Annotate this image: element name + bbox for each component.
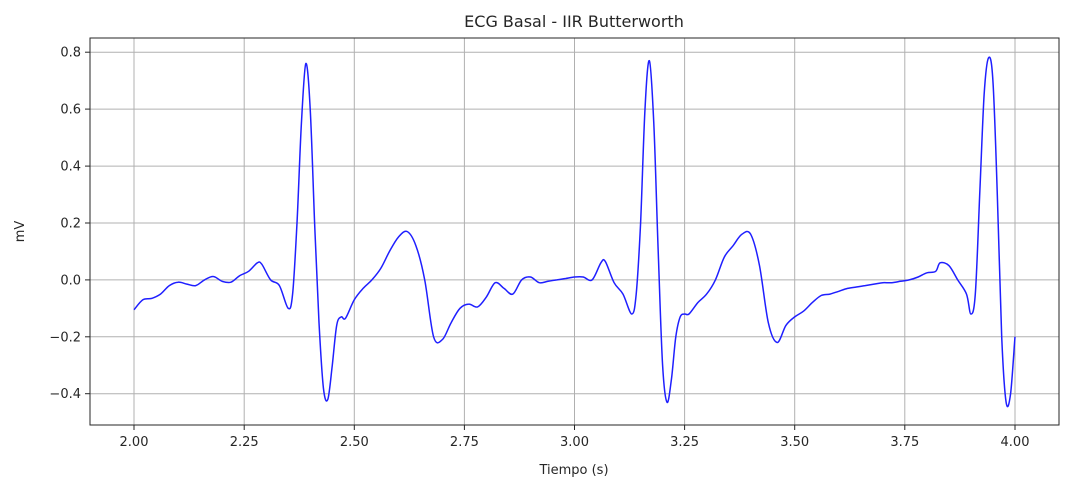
tick-layer: 2.00 2.25 2.50 2.75 3.00 3.25 3.50 3.75 4.00 −0.4…	[49, 46, 1029, 450]
y-tick-label: 0.8	[60, 46, 81, 61]
x-tick-label: 3.75	[890, 435, 919, 450]
y-tick-label: 0.6	[60, 103, 81, 118]
x-tick-label: 2.00	[120, 435, 149, 450]
x-tick-label: 2.25	[230, 435, 259, 450]
x-tick-label: 4.00	[1001, 435, 1030, 450]
x-tick-label: 3.25	[670, 435, 699, 450]
y-tick-label: 0.0	[60, 273, 81, 288]
x-tick-label: 2.75	[450, 435, 479, 450]
x-tick-label: 2.50	[340, 435, 369, 450]
ecg-series-line	[133, 56, 1016, 408]
x-tick-label: 3.50	[780, 435, 809, 450]
grid-layer	[90, 38, 1059, 425]
y-tick-label: −0.2	[49, 330, 81, 345]
x-axis-label: Tiempo (s)	[538, 463, 608, 478]
x-tick-label: 3.00	[560, 435, 589, 450]
y-axis-label: mV	[13, 221, 28, 243]
y-tick-label: −0.4	[49, 387, 81, 402]
series-layer	[133, 56, 1016, 408]
y-tick-label: 0.4	[60, 160, 81, 175]
chart-title: ECG Basal - IIR Butterworth	[464, 12, 684, 31]
y-tick-label: 0.2	[60, 217, 81, 232]
